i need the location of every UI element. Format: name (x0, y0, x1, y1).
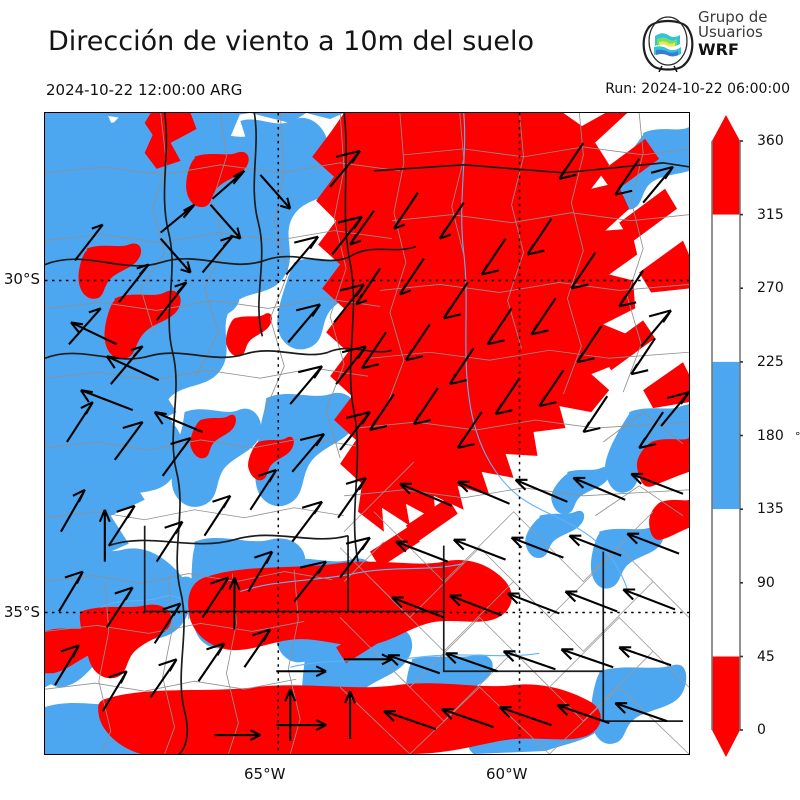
colorbar-extend-bottom (712, 730, 740, 757)
colorbar-tick-225: 225 (757, 354, 784, 370)
valid-time-label: 2024-10-22 12:00:00 ARG (46, 81, 243, 99)
wind-vectors (54, 142, 689, 742)
logo-line-2: Usuarios (698, 23, 763, 42)
colorbar-tick-270: 270 (757, 280, 784, 296)
coastline (100, 113, 630, 668)
page-title: Dirección de viento a 10m del suelo (48, 26, 535, 57)
graticule (45, 113, 689, 754)
logo-line-1: Grupo de (698, 8, 768, 26)
wind-direction-field (45, 113, 689, 754)
colorbar-gradient (711, 115, 743, 757)
colorbar-extend-top (712, 115, 740, 141)
map-canvas[interactable] (44, 112, 690, 755)
y-tick-label-35S: 35°S (3, 603, 40, 621)
colorbar-tick-45: 45 (757, 649, 775, 665)
wrf-user-group-logo: Grupo de Usuarios WRF (640, 8, 792, 74)
colorbar-tick-0: 0 (757, 722, 766, 738)
x-tick-label-60W: 60°W (486, 765, 528, 783)
colorbar-tick-315: 315 (757, 207, 784, 223)
colorbar-tick-360: 360 (757, 133, 784, 149)
colorbar[interactable]: 360 315 270 225 180 ° 135 90 45 0 (709, 112, 800, 762)
direction-band-red (45, 113, 689, 754)
colorbar-tick-180: 180 (757, 428, 784, 444)
x-tick-label-65W: 65°W (244, 765, 286, 783)
colorbar-unit-label: ° (795, 430, 800, 443)
colorbar-tick-135: 135 (757, 501, 784, 517)
y-tick-label-30S: 30°S (3, 270, 40, 288)
logo-line-3: WRF (698, 39, 739, 59)
globe-emblem (642, 16, 694, 72)
colorbar-tick-90: 90 (757, 575, 775, 591)
run-time-label: Run: 2024-10-22 06:00:00 (605, 81, 790, 97)
administrative-borders (45, 113, 689, 754)
